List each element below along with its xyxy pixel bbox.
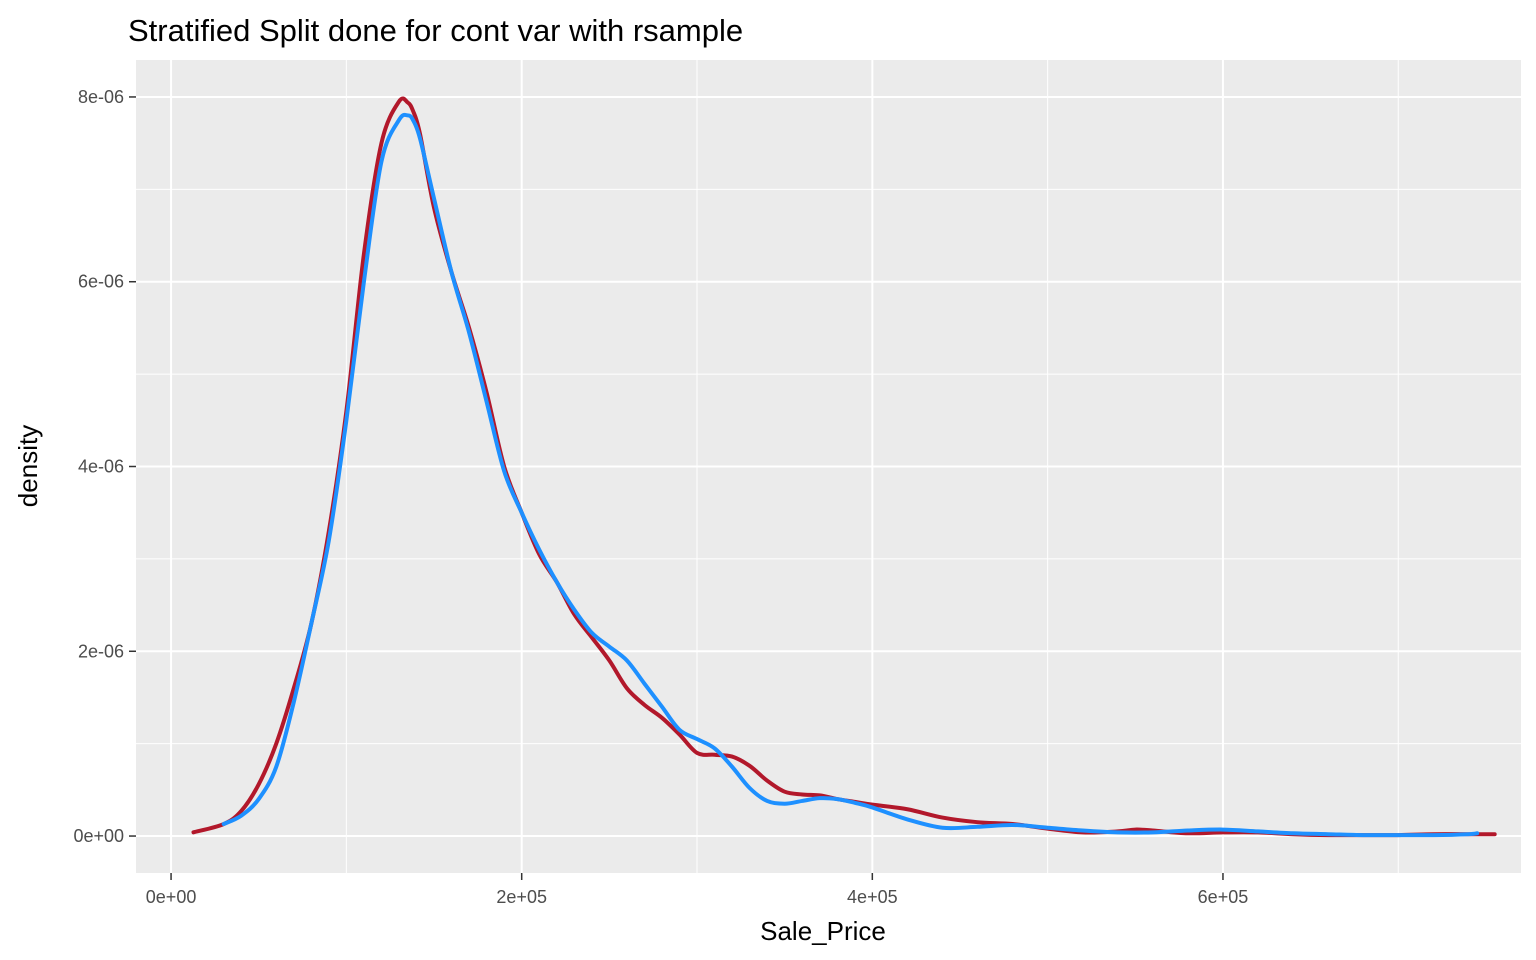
x-axis-title: Sale_Price — [760, 916, 886, 946]
x-tick-label: 6e+05 — [1198, 887, 1249, 907]
y-tick-label: 0e+00 — [73, 826, 124, 846]
major-gridlines — [136, 60, 1521, 873]
x-tick-label: 2e+05 — [496, 887, 547, 907]
y-tick-label: 6e-06 — [78, 272, 124, 292]
chart-title: Stratified Split done for cont var with … — [128, 13, 743, 48]
x-tick-label: 4e+05 — [847, 887, 898, 907]
x-axis-ticks: 0e+00 2e+05 4e+05 6e+05 — [146, 873, 1248, 907]
y-tick-label: 2e-06 — [78, 641, 124, 661]
x-tick-label: 0e+00 — [146, 887, 197, 907]
density-curve-2 — [221, 112, 1480, 838]
y-axis-title: density — [13, 425, 43, 507]
y-tick-label: 4e-06 — [78, 457, 124, 477]
y-axis-ticks: 0e+00 2e-06 4e-06 6e-06 8e-06 — [73, 87, 136, 846]
density-curves — [191, 96, 1497, 838]
y-tick-label: 8e-06 — [78, 87, 124, 107]
